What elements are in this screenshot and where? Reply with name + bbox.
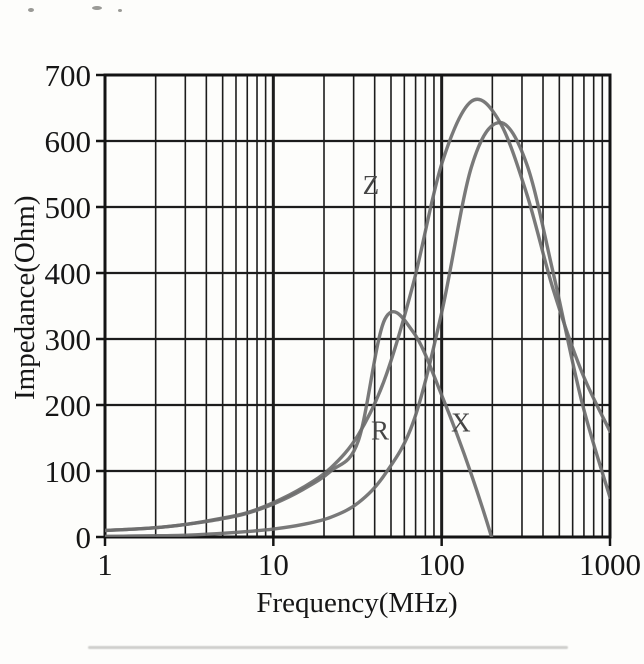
- y-tick-label: 500: [45, 190, 92, 225]
- curve-Z: [105, 97, 610, 533]
- x-tick-label: 10: [258, 547, 289, 582]
- scan-speck: [92, 6, 102, 10]
- y-axis-title: Impedance(Ohm): [9, 195, 41, 400]
- y-tick-label: 200: [45, 388, 92, 423]
- axis-tick-labels: 0 100 200 300 400 500 600 700 1 10 100 1000: [45, 58, 642, 582]
- y-tick-label: 600: [45, 124, 92, 159]
- y-tick-label: 300: [45, 322, 92, 357]
- curve-labels: Z R X: [363, 170, 471, 446]
- curve-R: [105, 120, 610, 537]
- grid-lines: [103, 73, 612, 539]
- plot-frame: [96, 73, 612, 546]
- y-tick-label: 100: [45, 454, 92, 489]
- x-tick-label: 1: [97, 547, 113, 582]
- scan-speck: [28, 8, 34, 12]
- x-tick-label: 100: [418, 547, 465, 582]
- curve-label-Z: Z: [363, 170, 380, 200]
- y-tick-label: 0: [76, 520, 92, 555]
- curve-label-R: R: [371, 415, 389, 445]
- x-axis-title: Frequency(MHz): [256, 587, 457, 619]
- y-tick-label: 400: [45, 256, 92, 291]
- curve-label-X: X: [451, 407, 471, 437]
- plot-border: [103, 73, 612, 539]
- y-tick-label: 700: [45, 58, 92, 93]
- scan-speck: [118, 9, 122, 12]
- scan-artifact-streak: [88, 646, 568, 649]
- curve-X: [105, 310, 494, 537]
- x-tick-label: 1000: [579, 547, 641, 582]
- impedance-curves: [105, 97, 610, 537]
